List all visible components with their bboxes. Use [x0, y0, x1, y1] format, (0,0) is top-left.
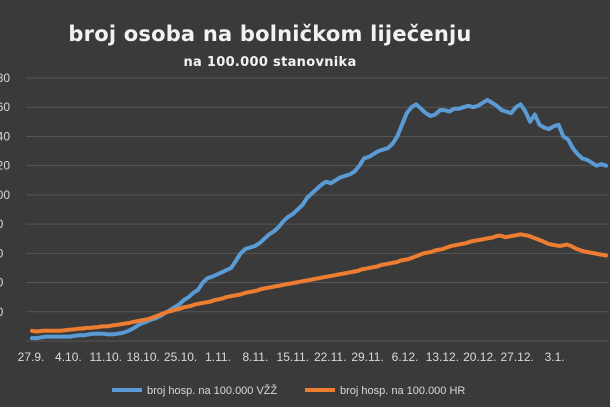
y-tick-label: 60	[0, 246, 4, 260]
y-tick-label: 160	[0, 100, 10, 114]
x-tick-label: 11.10.	[90, 350, 122, 364]
x-tick-label: 3.1.	[545, 350, 565, 364]
x-tick-label: 27.12.	[501, 350, 534, 364]
legend-label-2: broj hosp. na 100.000 HR	[340, 385, 465, 397]
x-tick-label: 27.9.	[18, 350, 45, 364]
y-tick-label: 20	[0, 305, 4, 319]
x-tick-label: 25.10.	[164, 350, 197, 364]
series-line-2	[30, 232, 608, 334]
x-tick-label: 6.12.	[392, 350, 419, 364]
x-tick-label: 8.11.	[242, 350, 268, 364]
x-tick-label: 18.10.	[127, 350, 160, 364]
series-line-1	[30, 97, 608, 341]
y-tick-label: 100	[0, 188, 10, 202]
y-tick-label: 180	[0, 71, 10, 85]
x-tick-label: 22.11.	[314, 350, 346, 364]
x-tick-label: 15.11.	[277, 350, 309, 364]
y-tick-label: 80	[0, 217, 4, 231]
x-tick-label: 29.11.	[351, 350, 383, 364]
x-tick-label: 13.12.	[426, 350, 459, 364]
y-tick-label: 120	[0, 159, 10, 173]
chart-title: broj osoba na bolničkom liječenju	[68, 22, 472, 46]
legend-label-1: broj hosp. na 100.000 VŽŽ	[147, 384, 278, 397]
x-tick-label: 20.12.	[463, 350, 496, 364]
y-tick-label: 40	[0, 276, 4, 290]
x-tick-label: 1.11.	[205, 350, 231, 364]
x-tick-label: 4.10.	[55, 350, 82, 364]
chart-subtitle: na 100.000 stanovnika	[183, 55, 357, 70]
y-tick-label: 140	[0, 129, 10, 143]
